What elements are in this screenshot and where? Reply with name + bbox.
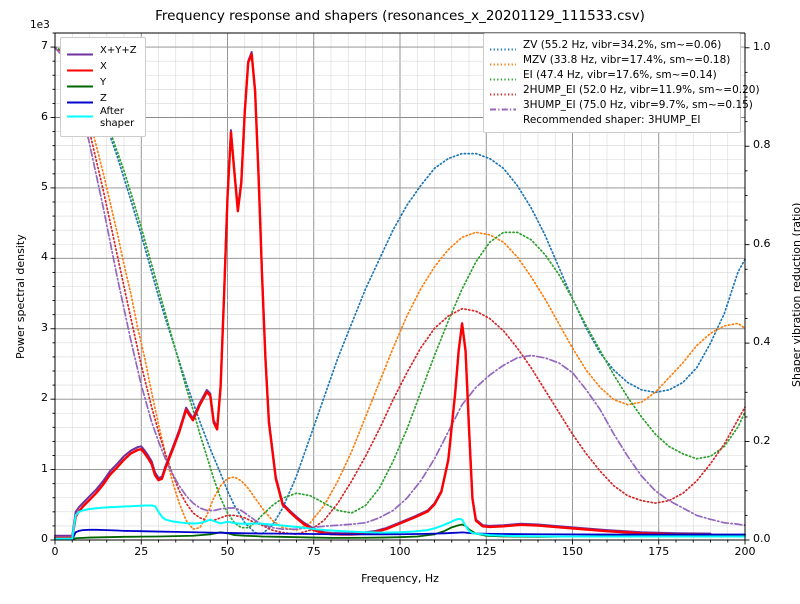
series-line [54, 46, 746, 535]
x-axis-label: Frequency, Hz [361, 572, 439, 585]
legend-swatch [490, 63, 516, 66]
y-tick-label-right: 0.6 [753, 236, 771, 250]
series-line [54, 504, 746, 540]
y-tick-label-left: 5 [41, 179, 48, 193]
legend-swatch [67, 115, 93, 118]
y-tick-label-left: 0 [41, 532, 48, 545]
x-tick-label: 75 [306, 545, 321, 558]
legend-label: Z [100, 92, 107, 104]
series-line [54, 46, 746, 529]
series-line [54, 46, 746, 532]
y-tick-label-right: 0.2 [753, 433, 771, 447]
legend-item-psd: After shaper [66, 106, 140, 132]
legend-swatch-after-shaper [66, 107, 94, 118]
legend-swatch-shaper [489, 70, 517, 81]
x-tick-label: 50 [220, 545, 235, 558]
legend-swatch [67, 53, 93, 55]
x-tick-label: 175 [648, 545, 670, 558]
x-tick-label: 25 [134, 545, 149, 558]
legend-swatch [67, 85, 93, 87]
legend-item-shaper: 3HUMP_EI (75.0 Hz, vibr=9.7%, sm~=0.15) [489, 98, 753, 113]
y-tick-label-right: 0.4 [753, 335, 771, 349]
x-tick-label: 150 [562, 545, 583, 558]
recommended-shaper-text: Recommended shaper: 3HUMP_EI [489, 113, 735, 128]
legend-item-shaper: EI (47.4 Hz, vibr=17.6%, sm~=0.14) [489, 68, 735, 83]
legend-item-psd: X [66, 58, 140, 74]
legend-label: X [100, 60, 107, 72]
x-tick-label: 0 [51, 545, 59, 558]
legend-item-shaper: ZV (55.2 Hz, vibr=34.2%, sm~=0.06) [489, 38, 735, 53]
legend-swatch [67, 69, 93, 71]
legend-label: 2HUMP_EI (52.0 Hz, vibr=11.9%, sm~=0.20) [523, 84, 760, 96]
y-tick-label-left: 4 [41, 250, 48, 264]
legend-item-psd: Y [66, 74, 140, 90]
series-line [53, 52, 712, 540]
x-tick-label: 125 [475, 545, 497, 558]
legend-swatch-shaper [489, 40, 517, 51]
x-tick-label: 100 [389, 545, 411, 558]
legend-shapers: ZV (55.2 Hz, vibr=34.2%, sm~=0.06) MZV (3… [483, 33, 760, 133]
legend-label: EI (47.4 Hz, vibr=17.6%, sm~=0.14) [523, 69, 717, 81]
legend-label: 3HUMP_EI (75.0 Hz, vibr=9.7%, sm~=0.15) [523, 99, 753, 111]
y-tick-label-left: 7 [41, 39, 48, 53]
y-tick-label-right: 0.8 [753, 138, 771, 152]
legend-label: MZV (33.8 Hz, vibr=17.4%, sm~=0.18) [523, 54, 731, 66]
legend-swatch [490, 48, 516, 51]
x-tick-label: 200 [734, 545, 756, 558]
legend-swatch-shaper [489, 55, 517, 66]
series-line [54, 46, 746, 535]
legend-swatch-shaper [489, 100, 517, 111]
legend-label: X+Y+Z [100, 44, 137, 56]
legend-item-psd: Z [66, 90, 140, 106]
legend-swatch [490, 108, 516, 111]
legend-swatch-blank [489, 115, 517, 126]
legend-swatch [490, 78, 516, 81]
legend-swatch [490, 93, 516, 96]
legend-swatch-x [66, 61, 94, 72]
chart-title: Frequency response and shapers (resonanc… [155, 8, 645, 24]
y-tick-label-left: 6 [41, 109, 48, 123]
y-tick-label-left: 3 [41, 320, 48, 334]
legend-item-shaper: MZV (33.8 Hz, vibr=17.4%, sm~=0.18) [489, 53, 735, 68]
legend-swatch-z [66, 93, 94, 104]
y-axis-multiplier: 1e3 [30, 19, 50, 31]
legend-label: After shaper [100, 106, 135, 129]
legend-swatch-shaper [489, 85, 517, 96]
legend-label: ZV (55.2 Hz, vibr=34.2%, sm~=0.06) [523, 39, 722, 51]
y-axis-label-right: Shaper vibration reduction (ratio) [790, 202, 800, 387]
recommendation-label: Recommended shaper: 3HUMP_EI [523, 114, 701, 126]
y-tick-label-left: 2 [41, 391, 48, 405]
legend-item-shaper: 2HUMP_EI (52.0 Hz, vibr=11.9%, sm~=0.20) [489, 83, 760, 98]
legend-swatch-x-y-z [66, 45, 94, 56]
legend-label: Y [100, 76, 107, 88]
y-tick-label-left: 1 [41, 461, 48, 475]
legend-psd: X+Y+Z X Y Z After shaper [60, 37, 146, 137]
legend-swatch-y [66, 77, 94, 88]
y-tick-label-right: 0.0 [753, 532, 771, 545]
legend-swatch [67, 101, 93, 103]
legend-item-psd: X+Y+Z [66, 42, 140, 58]
series-line [54, 528, 746, 541]
y-tick-label-right: 1.0 [753, 39, 771, 53]
